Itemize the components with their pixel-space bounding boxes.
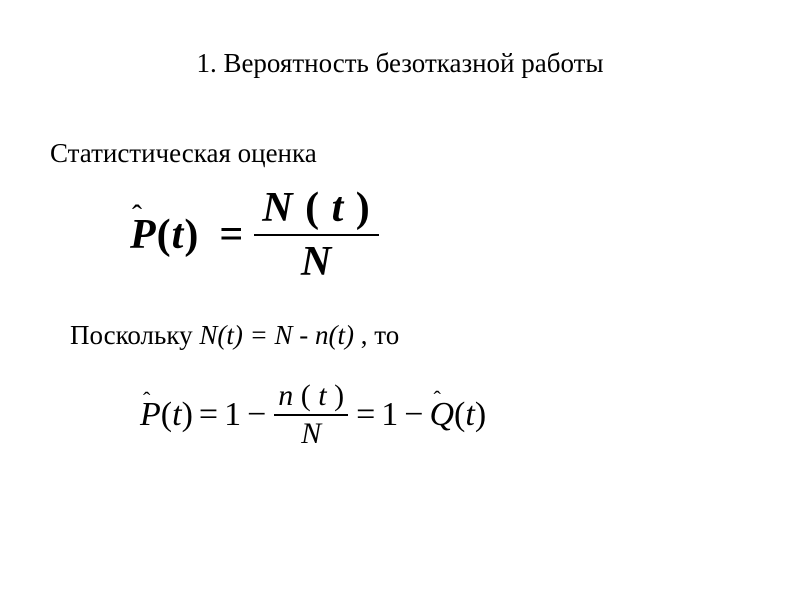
left-paren: ( bbox=[301, 379, 311, 412]
fraction-denominator: N bbox=[293, 239, 340, 285]
symbol-N: N bbox=[262, 185, 293, 231]
right-paren: ) bbox=[356, 185, 371, 231]
left-paren: ( bbox=[454, 396, 465, 434]
symbol-P-hat: ˆ P bbox=[130, 211, 157, 259]
equals-sign: = bbox=[219, 211, 244, 259]
symbol-t: t bbox=[318, 379, 326, 412]
fraction-numerator: n ( t ) bbox=[274, 380, 348, 412]
minus-sign: − bbox=[247, 396, 266, 434]
since-line: Поскольку N(t) = N - n(t) , то bbox=[70, 320, 399, 351]
hat-accent: ˆ bbox=[433, 386, 440, 412]
symbol-n: n bbox=[278, 379, 293, 412]
symbol-Q-hat: ˆ Q bbox=[429, 396, 454, 434]
fraction-bar bbox=[254, 234, 379, 236]
number-one: 1 bbox=[224, 396, 241, 434]
symbol-t: t bbox=[172, 211, 185, 259]
since-suffix: , то bbox=[361, 320, 399, 350]
minus-sign: − bbox=[404, 396, 423, 434]
slide-title: 1. Вероятность безотказной работы bbox=[0, 48, 800, 79]
number-one: 1 bbox=[381, 396, 398, 434]
right-paren: ) bbox=[475, 396, 486, 434]
since-expression: N(t) = N - n(t) bbox=[199, 320, 354, 350]
formula-1-fraction: N ( t ) N bbox=[254, 185, 379, 285]
left-paren: ( bbox=[305, 185, 320, 231]
slide: 1. Вероятность безотказной работы Статис… bbox=[0, 0, 800, 600]
right-paren: ) bbox=[334, 379, 344, 412]
formula-2: ˆ P ( t ) = 1 − n ( t ) N = 1 − ˆ Q ( t … bbox=[140, 380, 486, 449]
symbol-P-hat: ˆ P bbox=[140, 396, 161, 434]
symbol-t: t bbox=[465, 396, 474, 434]
symbol-t: t bbox=[172, 396, 181, 434]
fraction-numerator: N ( t ) bbox=[254, 185, 379, 231]
formula-1: ˆ P ( t ) = N ( t ) N bbox=[130, 185, 379, 285]
left-paren: ( bbox=[161, 396, 172, 434]
fraction-bar bbox=[274, 414, 348, 416]
hat-accent: ˆ bbox=[143, 387, 150, 413]
formula-2-fraction: n ( t ) N bbox=[274, 380, 348, 449]
symbol-t: t bbox=[332, 185, 345, 231]
equals-sign: = bbox=[199, 396, 218, 434]
equals-sign: = bbox=[356, 396, 375, 434]
right-paren: ) bbox=[184, 211, 199, 259]
left-paren: ( bbox=[157, 211, 172, 259]
right-paren: ) bbox=[182, 396, 193, 434]
fraction-denominator: N bbox=[297, 418, 325, 450]
hat-accent: ˆ bbox=[132, 199, 143, 233]
since-prefix: Поскольку bbox=[70, 320, 199, 350]
slide-subtitle: Статистическая оценка bbox=[50, 138, 317, 169]
formula-1-lhs: ˆ P ( t ) bbox=[130, 211, 199, 259]
